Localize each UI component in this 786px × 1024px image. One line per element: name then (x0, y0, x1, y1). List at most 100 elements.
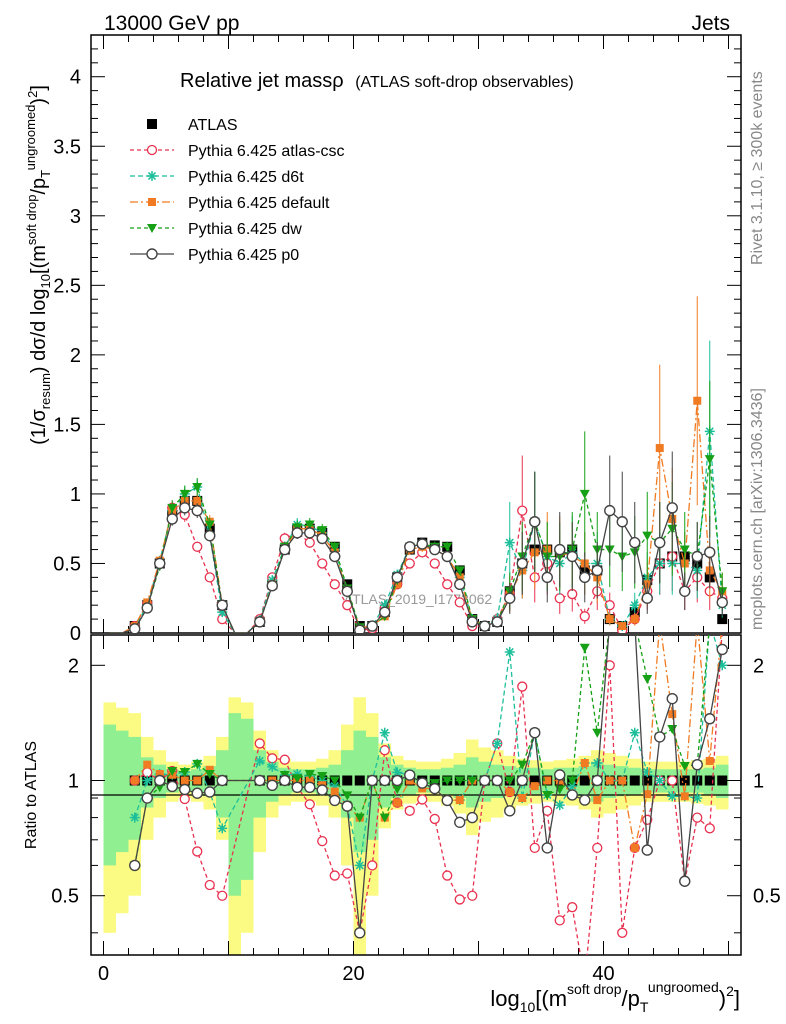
y-tick-label: 0 (70, 623, 81, 645)
data-point (454, 597, 465, 608)
data-point (604, 504, 616, 517)
ratio-point (592, 757, 603, 768)
data-point (605, 615, 614, 624)
ratio-point (567, 902, 578, 913)
ratio-point (592, 728, 603, 738)
data-point (504, 537, 515, 548)
data-point (204, 520, 215, 530)
data-point (691, 550, 703, 563)
data-point (192, 482, 203, 492)
ratio-point (216, 774, 228, 787)
data-point (516, 557, 528, 570)
data-point (579, 571, 591, 584)
ratio-point (604, 660, 615, 671)
watermark: ATLAS_2019_I1772062 (344, 591, 493, 607)
data-point (579, 611, 590, 622)
ratio-point (154, 774, 166, 787)
ratio-point (404, 805, 415, 816)
data-point (317, 526, 328, 536)
data-point (379, 606, 391, 618)
ratio-point (404, 769, 416, 781)
chart-title-main: Relative jet massρ (180, 70, 344, 92)
data-point (641, 592, 653, 604)
ratio-point (641, 844, 653, 856)
data-point (404, 558, 415, 569)
y-tick-label: 3.5 (53, 136, 81, 158)
y-tick-label: 3 (70, 206, 81, 228)
ratio-tick-label: 2 (68, 655, 79, 677)
ratio-point (579, 643, 590, 653)
data-point (579, 489, 590, 499)
ratio-point (379, 813, 390, 823)
legend-label: Pythia 6.425 atlas-csc (188, 143, 345, 160)
ratio-point (566, 789, 578, 801)
ratio-line (134, 635, 723, 866)
ratio-tick-label-right: 2 (753, 655, 764, 677)
data-point (429, 543, 441, 556)
header-right: Jets (691, 12, 730, 35)
ratio-point (654, 775, 665, 786)
ratio-point (192, 759, 203, 769)
ratio-point (354, 927, 366, 939)
ratio-band-stat (241, 718, 254, 880)
ratio-point (279, 754, 290, 765)
y-tick-label: 1 (70, 484, 81, 506)
data-point (254, 616, 266, 628)
data-point (655, 444, 664, 453)
ratio-point (292, 774, 303, 784)
ratio-point (466, 811, 478, 824)
star-arm (593, 758, 602, 768)
ratio-point (366, 774, 378, 787)
ratio-point (205, 765, 214, 774)
ratio-point (316, 784, 328, 796)
data-point (304, 537, 315, 548)
ratio-point (592, 842, 603, 854)
data-point (366, 620, 378, 632)
legend-marker (147, 171, 157, 181)
ratio-point (667, 775, 678, 786)
data-point (204, 529, 216, 542)
data-point (179, 502, 191, 514)
data-point (693, 396, 702, 405)
data-point (316, 532, 328, 545)
data-point (204, 572, 215, 583)
ratio-point (354, 813, 365, 823)
ratio-point (254, 738, 265, 749)
data-point (654, 536, 666, 549)
data-point (454, 578, 466, 591)
data-point (629, 600, 640, 611)
ratio-point (304, 799, 315, 810)
data-point (179, 489, 190, 499)
ratio-tick-label: 0.5 (51, 886, 79, 908)
main-panel-frame (90, 34, 742, 634)
ratio-band-stat (116, 730, 129, 853)
ratio-point (667, 791, 678, 802)
star-arm (218, 824, 227, 833)
ratio-point (692, 775, 703, 786)
ratio-point (705, 756, 714, 765)
ratio-point (666, 692, 678, 705)
y-axis-label: (1/σresum) dσ/d log10[(msoft drop/pTungr… (23, 85, 53, 445)
ratio-point (504, 646, 515, 657)
data-point (504, 592, 516, 604)
ratio-point (341, 800, 353, 812)
legend-label: ATLAS (188, 117, 238, 134)
ratio-point (416, 777, 428, 789)
ratio-point (204, 786, 216, 798)
ratio-point (305, 776, 314, 785)
ratio-point (567, 776, 578, 786)
ratio-point (691, 758, 703, 771)
star-arm (505, 647, 514, 657)
ratio-point (204, 769, 215, 779)
ratio-point (455, 796, 464, 805)
star-arm (630, 728, 639, 737)
ratio-point (329, 794, 341, 807)
ratio-point (643, 790, 652, 799)
ratio-point (267, 761, 278, 772)
ratio-point (129, 812, 140, 823)
ratio-point (642, 775, 653, 786)
star-arm (568, 782, 577, 791)
star-arm (693, 793, 702, 803)
legend: ATLAS Pythia 6.425 atlas-csc Pythia 6.425 … (130, 117, 345, 264)
ratio-point (417, 794, 428, 805)
